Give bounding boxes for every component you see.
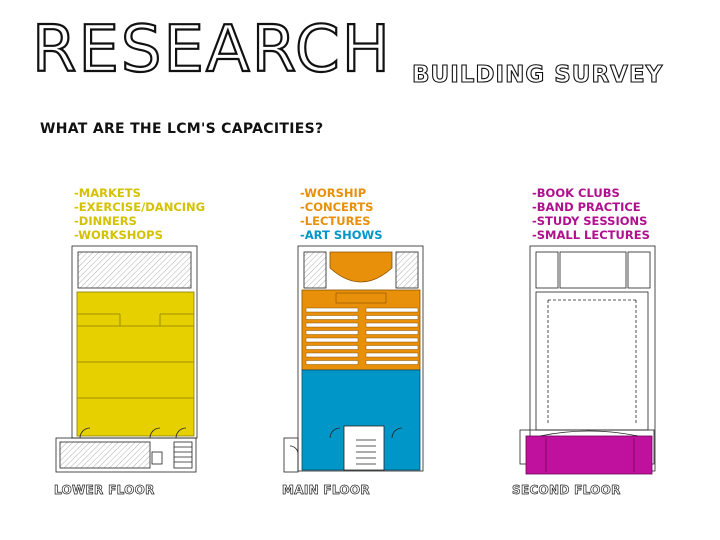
- pew: [365, 360, 419, 365]
- pew: [365, 307, 419, 313]
- pew: [365, 352, 419, 358]
- activity-item: -LECTURES: [300, 214, 371, 228]
- activity-item: -STUDY SESSIONS: [532, 214, 648, 228]
- main-floor-blue-area: [301, 369, 421, 471]
- main-floor-plan: [283, 245, 424, 473]
- pew: [365, 345, 419, 350]
- pew: [305, 345, 359, 350]
- pew: [305, 352, 359, 358]
- pew: [305, 330, 359, 335]
- pew: [305, 322, 359, 328]
- pew: [365, 315, 419, 320]
- pew: [365, 330, 419, 335]
- floor-label-second: SECOND FLOOR: [512, 483, 621, 498]
- activity-item: -CONCERTS: [300, 200, 374, 214]
- activity-item: -BOOK CLUBS: [532, 186, 620, 200]
- lower-floor-plan: [55, 245, 198, 473]
- second-floor-activities: -BOOK CLUBS -BAND PRACTICE -STUDY SESSIO…: [532, 186, 650, 242]
- pew: [305, 337, 359, 343]
- pew: [305, 360, 359, 365]
- main-floor-orange-area: [301, 289, 421, 371]
- page-title: RESEARCH: [31, 13, 392, 87]
- activity-item: -ART SHOWS: [300, 228, 383, 242]
- pew: [305, 307, 359, 313]
- main-floor-pews: [305, 292, 419, 365]
- lower-floor-annex: [55, 437, 197, 473]
- main-floor-activities: -WORSHIP -CONCERTS -LECTURES -ART SHOWS: [300, 186, 383, 242]
- lower-floor-activities: -MARKETS -EXERCISE/DANCING -DINNERS -WOR…: [74, 186, 205, 242]
- activity-item: -BAND PRACTICE: [532, 200, 641, 214]
- floor-label-lower: LOWER FLOOR: [54, 483, 155, 498]
- lower-floor-yellow-area: [76, 291, 195, 437]
- activity-item: -EXERCISE/DANCING: [74, 200, 206, 214]
- lower-floor-hatched-wall: [77, 251, 192, 289]
- second-floor-plan: [519, 245, 656, 475]
- pew: [365, 337, 419, 343]
- activity-item: -MARKETS: [74, 186, 141, 200]
- second-floor-magenta-area: [525, 435, 653, 475]
- page-subtitle: BUILDING SURVEY: [411, 62, 664, 88]
- activity-item: -DINNERS: [74, 214, 137, 228]
- floor-label-main: MAIN FLOOR: [282, 483, 370, 498]
- pew: [365, 322, 419, 328]
- altar-platform: [335, 292, 387, 304]
- main-floor-apse: [329, 251, 393, 283]
- activity-item: -SMALL LECTURES: [532, 228, 650, 242]
- main-floor-outline: [297, 245, 424, 472]
- activity-item: -WORSHIP: [300, 186, 367, 200]
- section-question: WHAT ARE THE LCM'S CAPACITIES?: [40, 121, 324, 137]
- activity-item: -WORKSHOPS: [74, 228, 163, 242]
- pew: [305, 315, 359, 320]
